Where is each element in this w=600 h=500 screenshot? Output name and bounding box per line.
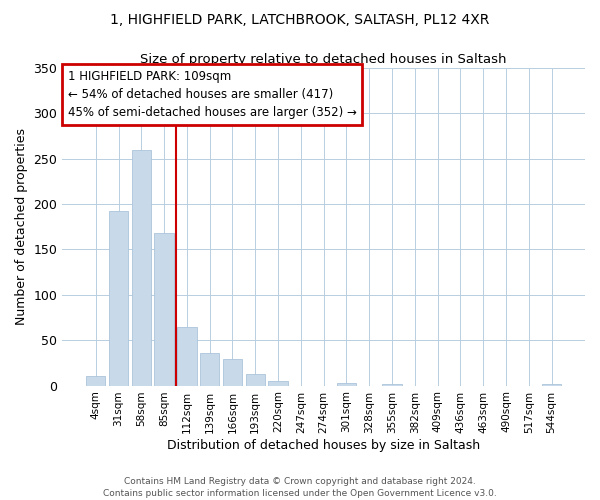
Bar <box>86 376 106 386</box>
Bar <box>542 384 561 386</box>
Bar <box>337 383 356 386</box>
Text: 1 HIGHFIELD PARK: 109sqm
← 54% of detached houses are smaller (417)
45% of semi-: 1 HIGHFIELD PARK: 109sqm ← 54% of detach… <box>68 70 356 118</box>
Bar <box>177 326 197 386</box>
X-axis label: Distribution of detached houses by size in Saltash: Distribution of detached houses by size … <box>167 440 480 452</box>
Bar <box>131 150 151 386</box>
Bar <box>245 374 265 386</box>
Text: 1, HIGHFIELD PARK, LATCHBROOK, SALTASH, PL12 4XR: 1, HIGHFIELD PARK, LATCHBROOK, SALTASH, … <box>110 12 490 26</box>
Bar <box>268 381 288 386</box>
Bar <box>109 212 128 386</box>
Y-axis label: Number of detached properties: Number of detached properties <box>15 128 28 326</box>
Bar <box>200 353 220 386</box>
Bar <box>154 233 174 386</box>
Bar <box>382 384 402 386</box>
Text: Contains HM Land Registry data © Crown copyright and database right 2024.
Contai: Contains HM Land Registry data © Crown c… <box>103 476 497 498</box>
Title: Size of property relative to detached houses in Saltash: Size of property relative to detached ho… <box>140 52 507 66</box>
Bar <box>223 360 242 386</box>
